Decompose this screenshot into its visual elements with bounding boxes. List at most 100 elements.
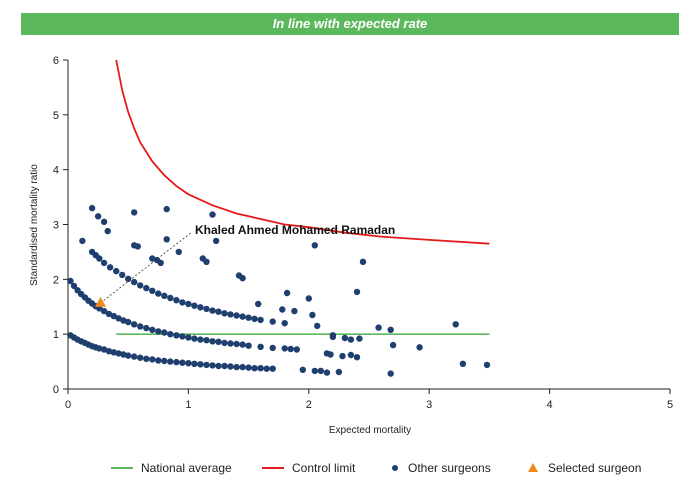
surgeon-point — [173, 358, 180, 366]
surgeon-point — [149, 356, 156, 363]
surgeon-point — [347, 336, 355, 343]
surgeon-point — [269, 344, 276, 352]
control-limit-curve — [115, 59, 490, 245]
surgeon-point — [94, 213, 102, 220]
surgeon-point — [185, 334, 192, 341]
surgeon-point — [233, 312, 240, 319]
surgeon-point — [155, 290, 162, 297]
surgeon-point — [215, 362, 222, 370]
surgeon-point — [149, 326, 156, 333]
surgeon-point — [125, 352, 132, 359]
surgeon-point — [239, 313, 246, 320]
surgeon-point — [113, 267, 120, 275]
x-tick-label: 4 — [547, 399, 553, 411]
surgeon-point — [233, 340, 240, 348]
surgeon-point — [305, 295, 312, 302]
surgeon-point — [143, 355, 150, 362]
surgeon-point — [283, 289, 291, 297]
surgeon-point — [137, 323, 144, 330]
legend-dot-icon — [392, 465, 398, 471]
surgeon-point — [149, 255, 156, 262]
surgeon-point — [314, 322, 321, 330]
surgeon-point — [251, 365, 258, 372]
surgeon-point — [110, 349, 118, 356]
legend-label: National average — [141, 461, 232, 475]
annotation-leader-line — [100, 231, 193, 304]
surgeon-point — [179, 359, 186, 366]
surgeon-point — [299, 366, 306, 373]
surgeon-point — [389, 341, 397, 349]
surgeon-point — [131, 353, 138, 360]
legend-label: Selected surgeon — [548, 461, 642, 475]
surgeon-point — [293, 346, 300, 353]
surgeon-point — [353, 288, 361, 296]
surgeon-point — [356, 335, 363, 342]
surgeon-point — [257, 343, 264, 350]
surgeon-point — [281, 345, 288, 352]
surgeon-point — [263, 365, 270, 372]
surgeon-point — [88, 204, 96, 212]
surgeon-point — [452, 321, 459, 328]
surgeon-point — [167, 358, 174, 365]
surgeon-point — [143, 324, 150, 332]
surgeon-point — [115, 350, 122, 357]
surgeon-point — [255, 300, 262, 308]
surgeon-point — [163, 205, 170, 213]
legend-label: Control limit — [292, 461, 356, 475]
surgeon-point — [115, 315, 122, 322]
x-tick-label: 0 — [65, 399, 71, 411]
x-tick-label: 5 — [667, 399, 673, 411]
surgeon-point — [197, 304, 204, 311]
surgeon-point — [167, 294, 174, 302]
surgeon-point — [387, 326, 394, 333]
surgeon-point — [257, 365, 264, 372]
surgeon-point — [179, 333, 186, 340]
surgeon-point — [251, 315, 258, 322]
surgeon-point — [459, 360, 467, 367]
surgeon-point — [323, 369, 331, 376]
surgeon-point — [131, 278, 138, 286]
surgeon-point — [329, 333, 337, 341]
surgeon-point — [106, 264, 114, 271]
surgeon-point — [104, 227, 111, 235]
surgeon-point — [269, 318, 276, 325]
surgeon-point — [203, 305, 210, 313]
surgeon-point — [67, 277, 74, 285]
surgeon-point — [221, 339, 228, 347]
surgeon-point — [125, 318, 132, 326]
surgeon-point — [227, 340, 234, 347]
surgeon-point — [215, 308, 222, 315]
y-tick-label: 0 — [53, 384, 59, 396]
surgeon-point — [269, 365, 276, 372]
surgeon-point — [347, 351, 355, 359]
surgeon-point — [179, 299, 186, 306]
surgeon-point — [70, 282, 78, 290]
surgeon-point — [209, 211, 216, 218]
selected-surgeon-marker — [95, 296, 107, 307]
surgeon-point — [173, 297, 180, 304]
surgeon-point — [245, 342, 252, 349]
surgeon-point — [137, 354, 144, 361]
surgeon-point — [353, 354, 361, 361]
surgeon-point — [203, 337, 210, 344]
surgeon-point — [105, 348, 113, 355]
surgeon-point — [209, 307, 216, 314]
surgeon-point — [327, 351, 334, 358]
surgeon-point — [239, 275, 246, 282]
surgeon-point — [143, 284, 150, 292]
surgeon-point — [96, 255, 103, 262]
legend-control-limit: Control limit — [262, 456, 355, 480]
surgeon-point — [120, 351, 127, 358]
surgeon-point — [161, 329, 168, 336]
y-axis-label: Standardised mortality ratio — [29, 164, 40, 286]
legend-national-average: National average — [111, 456, 232, 480]
y-tick-label: 2 — [53, 274, 59, 286]
surgeon-point — [245, 364, 252, 371]
surgeon-point — [100, 346, 108, 353]
surgeon-point — [233, 363, 240, 371]
surgeon-point — [100, 218, 108, 225]
surgeon-point — [167, 331, 174, 338]
x-tick-label: 2 — [306, 399, 312, 411]
surgeon-point — [416, 344, 423, 351]
surgeon-point — [339, 352, 346, 360]
